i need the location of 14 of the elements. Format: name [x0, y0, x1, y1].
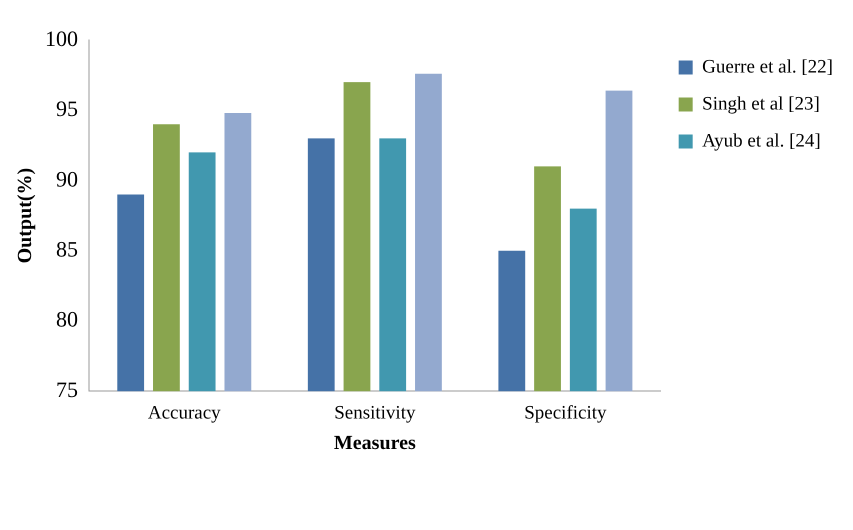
legend-label: Guerre et al. [22] — [702, 56, 834, 78]
x-axis-title: Measures — [334, 432, 416, 454]
y-tick-label: 90 — [56, 166, 78, 192]
y-tick-label: 75 — [56, 376, 78, 402]
x-tick-label: Specificity — [524, 402, 608, 424]
legend-label: Singh et al [23] — [702, 93, 820, 114]
x-tick-label: Sensitivity — [334, 402, 416, 424]
y-axis-title: Output(%) — [14, 168, 36, 264]
y-tick-label: 85 — [56, 236, 78, 262]
y-tick-label: 100 — [45, 26, 78, 51]
legend-label: Ayub et al. [24] — [702, 130, 821, 152]
x-tick-label: Accuracy — [148, 402, 222, 424]
y-tick-label: 80 — [56, 306, 78, 332]
y-tick-label: 95 — [56, 96, 78, 122]
